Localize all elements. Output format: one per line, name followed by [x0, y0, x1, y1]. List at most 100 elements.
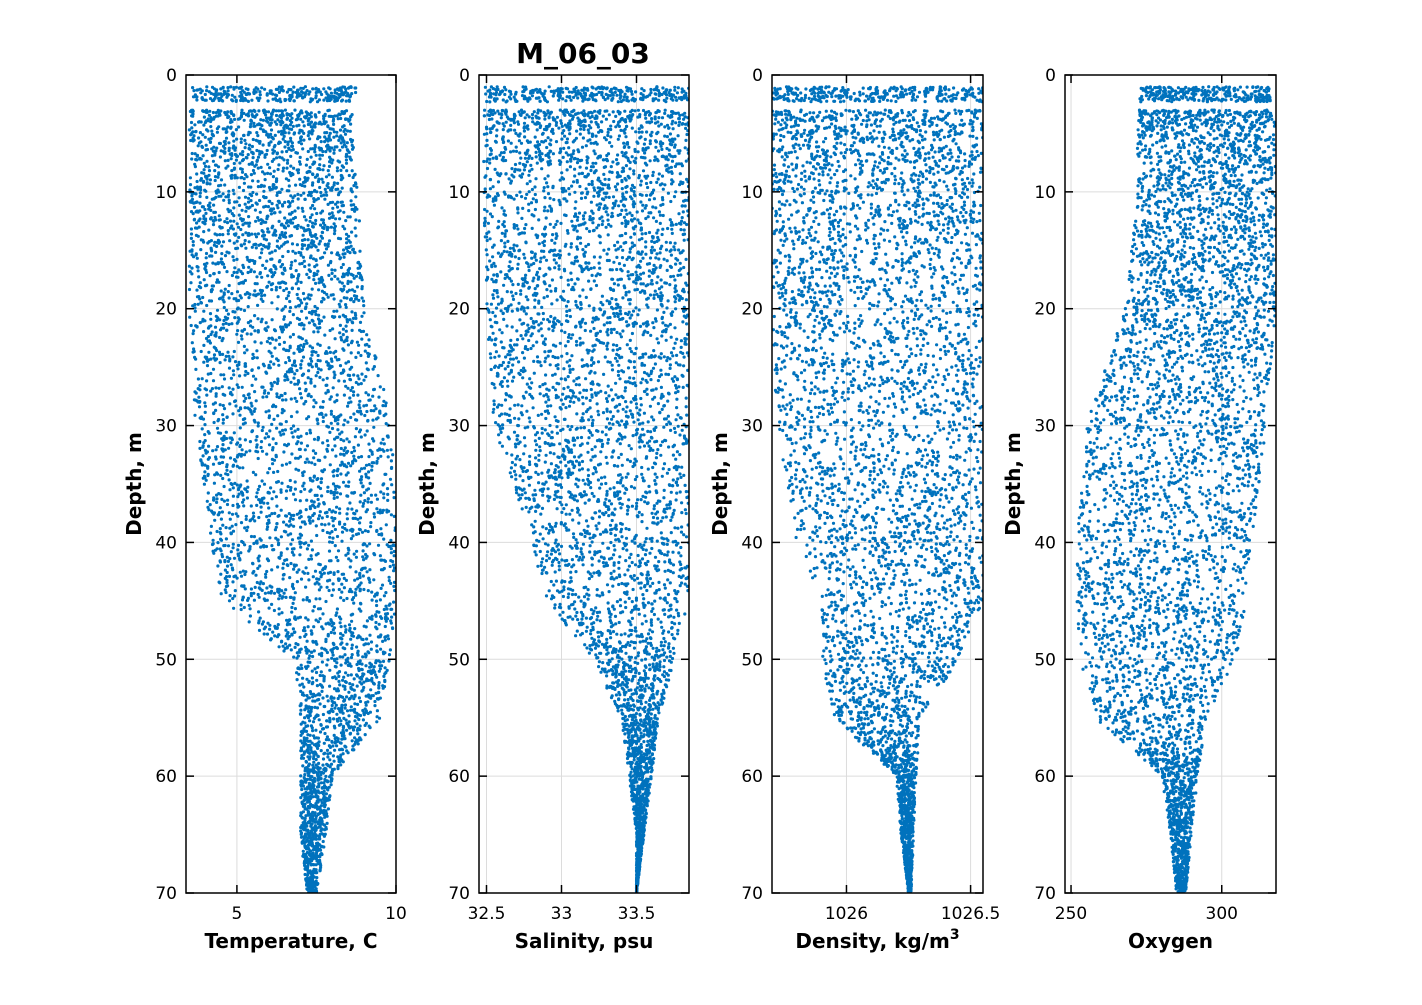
data-point [383, 404, 388, 408]
data-point [385, 607, 389, 611]
data-point [227, 201, 231, 205]
data-point [311, 221, 315, 225]
data-point [349, 114, 353, 118]
data-point [314, 309, 318, 313]
data-point [193, 413, 197, 417]
data-point [212, 203, 216, 207]
data-point [297, 250, 301, 255]
data-point [310, 676, 314, 680]
data-point [289, 513, 294, 518]
data-point [368, 633, 372, 637]
data-point [198, 209, 202, 213]
data-point [358, 521, 362, 525]
data-point [344, 553, 348, 557]
data-point [280, 119, 284, 123]
data-point [251, 179, 255, 183]
data-point [197, 275, 201, 279]
data-point [292, 567, 296, 571]
data-point [331, 491, 335, 495]
data-point [233, 95, 237, 99]
data-point [235, 383, 239, 387]
data-point [277, 363, 281, 367]
data-point [313, 667, 317, 671]
data-point [316, 317, 321, 321]
data-point [229, 470, 233, 474]
data-point [333, 91, 337, 95]
data-point [303, 522, 307, 526]
data-point [275, 191, 280, 195]
data-point [198, 384, 202, 388]
data-point [247, 146, 251, 151]
data-point [234, 512, 238, 516]
data-point [312, 350, 316, 354]
data-point [311, 319, 315, 323]
data-point [338, 432, 342, 436]
data-point [305, 887, 309, 891]
data-point [358, 587, 362, 591]
data-point [230, 224, 234, 228]
data-point [302, 727, 306, 731]
data-point [231, 529, 236, 533]
data-point [324, 150, 328, 154]
data-point [337, 587, 341, 592]
data-point [338, 128, 343, 132]
data-point [332, 474, 336, 478]
data-point [256, 232, 260, 236]
data-point [275, 307, 279, 311]
data-point [332, 297, 336, 301]
data-point [199, 286, 203, 290]
data-point [227, 386, 231, 390]
data-point [314, 245, 318, 249]
data-point [318, 693, 322, 697]
data-point [267, 185, 272, 190]
data-point [235, 455, 239, 459]
data-point [277, 163, 281, 167]
data-point [374, 620, 378, 625]
data-point [345, 642, 349, 646]
data-point [287, 323, 291, 327]
data-point [215, 497, 219, 501]
data-point [209, 531, 213, 535]
data-point [353, 736, 357, 740]
data-point [245, 490, 249, 494]
data-point [262, 189, 266, 193]
data-point [254, 573, 258, 577]
data-point [350, 288, 354, 292]
data-point [231, 146, 235, 150]
data-point [207, 358, 211, 362]
data-point [378, 660, 382, 664]
data-point [244, 514, 248, 518]
data-point [316, 517, 321, 521]
data-point [248, 205, 252, 209]
data-point [332, 657, 337, 662]
data-point [310, 650, 314, 654]
data-point [267, 363, 271, 367]
data-point [267, 349, 271, 353]
data-point [257, 109, 261, 113]
data-point [296, 276, 300, 281]
data-point [357, 266, 362, 270]
data-point [316, 754, 320, 759]
data-point [312, 475, 316, 479]
data-point [356, 517, 360, 521]
data-point [341, 725, 346, 730]
data-point [293, 498, 298, 502]
data-point [289, 164, 293, 168]
data-point [262, 501, 266, 505]
data-point [273, 120, 277, 124]
data-point [272, 458, 277, 462]
data-point [344, 305, 348, 309]
data-point [354, 427, 358, 431]
data-point [296, 304, 301, 308]
data-point [344, 324, 348, 328]
data-point [337, 415, 341, 419]
data-point [257, 484, 262, 488]
data-point [325, 376, 329, 380]
data-point [340, 338, 344, 342]
data-point [216, 114, 220, 118]
data-point [282, 340, 286, 344]
data-point [224, 526, 228, 530]
data-point [322, 315, 326, 319]
data-point [392, 554, 396, 558]
data-point [341, 695, 345, 699]
